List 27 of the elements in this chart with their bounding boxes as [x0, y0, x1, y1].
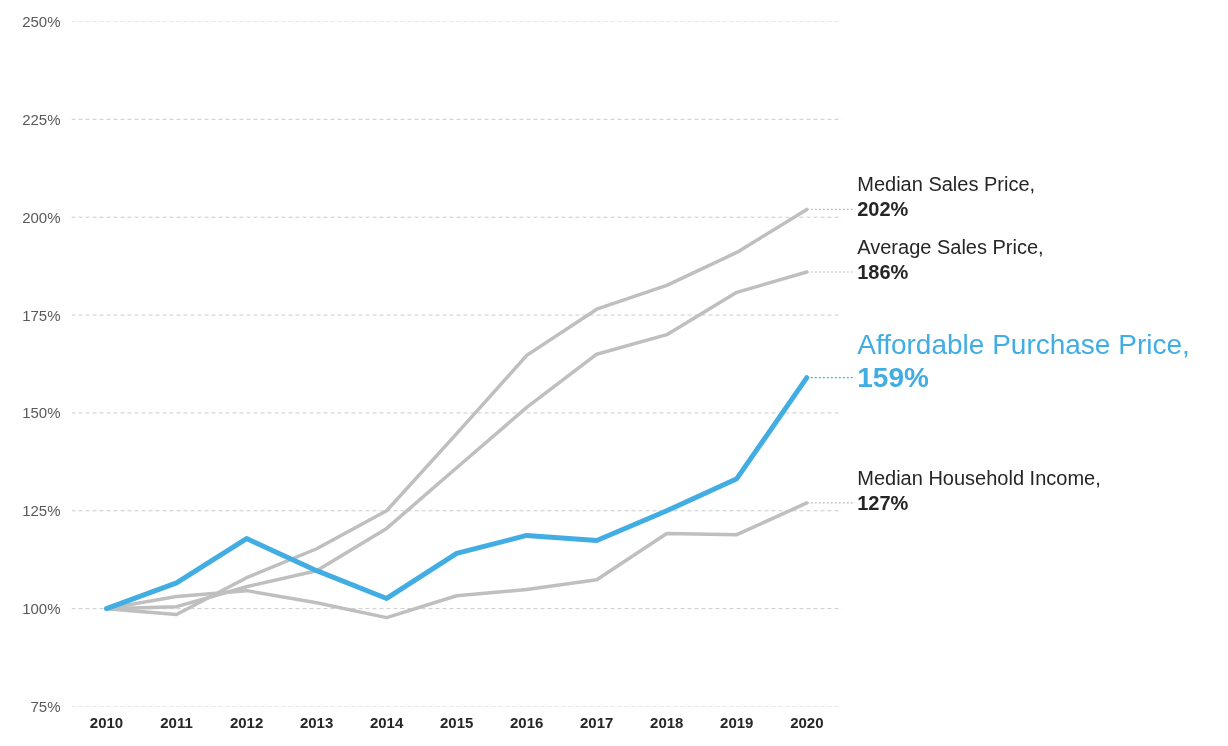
text: Median Household Income,	[857, 466, 1101, 489]
y-tick-label: 125%	[22, 502, 61, 520]
y-tick-label: 175%	[22, 306, 61, 324]
x-tick-label: 2010	[89, 713, 124, 731]
text: Average Sales Price,	[857, 236, 1044, 259]
y-tick-label: 225%	[22, 110, 61, 128]
x-tick-label: 2013	[299, 713, 334, 731]
x-tick-label: 2015	[439, 713, 474, 731]
y-tick-label: 250%	[22, 13, 61, 30]
x-tick-label: 2011	[160, 713, 193, 731]
x-tick-label: 2016	[510, 713, 544, 731]
x-tick-label: 2014	[369, 713, 404, 731]
series-label: Affordable Purchase Price,	[857, 328, 1190, 360]
x-tick-label: 2020	[790, 713, 824, 731]
data-label: 159%	[857, 362, 929, 394]
x-tick-label: 2017	[580, 713, 614, 731]
data-label: 186%	[857, 261, 909, 284]
data-label: 202%	[857, 198, 909, 221]
y-tick-label: 150%	[22, 404, 61, 422]
x-tick-label: 2012	[229, 713, 264, 731]
y-tick-label: 100%	[22, 600, 61, 618]
text: Median Sales Price,	[857, 173, 1036, 196]
x-tick-label: 2019	[720, 713, 754, 731]
data-label: 127%	[857, 491, 909, 514]
y-tick-label: 200%	[22, 208, 61, 226]
y-tick-label: 75%	[30, 698, 61, 715]
x-tick-label: 2018	[650, 713, 684, 731]
